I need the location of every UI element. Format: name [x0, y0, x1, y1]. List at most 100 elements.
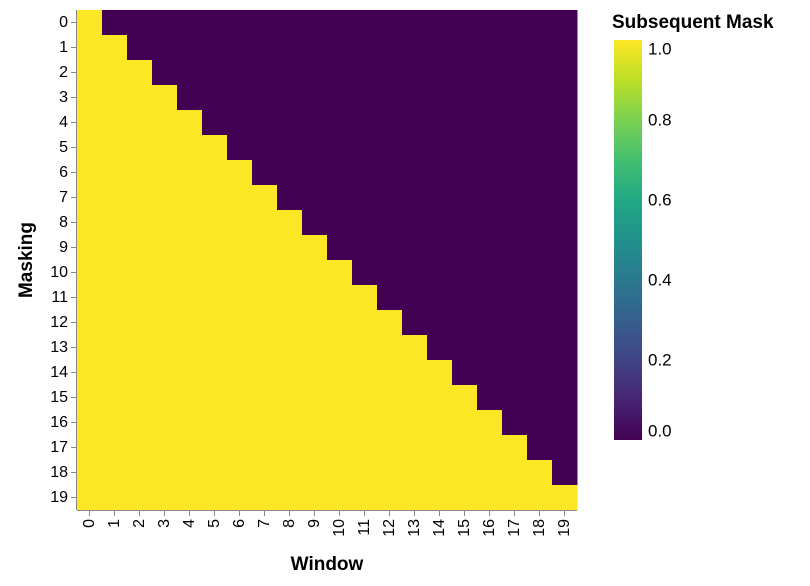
heatmap-cell	[452, 385, 478, 411]
heatmap-cell	[102, 210, 128, 236]
heatmap-cell	[77, 210, 103, 236]
heatmap-cell	[502, 210, 528, 236]
heatmap-cell	[227, 410, 253, 436]
x-tick-label: 10	[331, 519, 348, 537]
heatmap-cell	[77, 410, 103, 436]
heatmap-cell	[527, 335, 553, 361]
legend-gradient-bar	[614, 40, 642, 440]
heatmap-cell	[252, 160, 278, 186]
heatmap-cell	[527, 60, 553, 86]
heatmap-cell	[352, 235, 378, 261]
heatmap-cell	[77, 260, 103, 286]
heatmap-cell	[502, 135, 528, 161]
heatmap-cell	[302, 160, 328, 186]
heatmap-cell	[177, 135, 203, 161]
heatmap-cell	[402, 185, 428, 211]
heatmap-cell	[502, 260, 528, 286]
heatmap-cell	[252, 485, 278, 511]
heatmap-cell	[352, 335, 378, 361]
heatmap-cell	[502, 435, 528, 461]
heatmap-cell	[477, 460, 503, 486]
heatmap-cell	[377, 260, 403, 286]
heatmap-cell	[302, 110, 328, 136]
heatmap-cell	[552, 235, 578, 261]
heatmap-cell	[127, 110, 153, 136]
heatmap-cell	[302, 35, 328, 61]
heatmap-cell	[202, 260, 228, 286]
heatmap-cell	[477, 210, 503, 236]
heatmap-cell	[552, 485, 578, 511]
heatmap-cell	[452, 185, 478, 211]
heatmap-cell	[452, 360, 478, 386]
y-tick-label: 19	[50, 489, 68, 506]
heatmap-cell	[352, 285, 378, 311]
heatmap-cell	[102, 485, 128, 511]
y-tick-label: 6	[59, 164, 68, 181]
heatmap-cell	[152, 335, 178, 361]
heatmap-cell	[302, 260, 328, 286]
heatmap-cell	[327, 410, 353, 436]
heatmap-cell	[102, 460, 128, 486]
heatmap-cell	[252, 85, 278, 111]
heatmap-cell	[402, 260, 428, 286]
heatmap-cell	[177, 410, 203, 436]
heatmap-cell	[277, 135, 303, 161]
heatmap-cell	[327, 110, 353, 136]
y-tick-label: 18	[50, 464, 68, 481]
heatmap-cell	[552, 360, 578, 386]
heatmap-cell	[277, 110, 303, 136]
legend-tick-label: 0.2	[648, 351, 672, 370]
heatmap-cell	[527, 10, 553, 36]
legend-tick-label: 0.6	[648, 191, 672, 210]
heatmap-cell	[427, 485, 453, 511]
heatmap-cell	[452, 260, 478, 286]
x-tick-label: 12	[381, 519, 398, 537]
y-tick-label: 11	[51, 289, 68, 306]
heatmap-cell	[127, 160, 153, 186]
x-tick-label: 0	[81, 519, 98, 528]
heatmap-cell	[427, 235, 453, 261]
heatmap-cell	[127, 310, 153, 336]
heatmap-cell	[452, 35, 478, 61]
heatmap-cell	[552, 410, 578, 436]
y-tick-label: 8	[59, 214, 68, 231]
y-axis-title: Masking	[16, 222, 37, 298]
heatmap-cell	[352, 85, 378, 111]
heatmap-cell	[102, 235, 128, 261]
heatmap-cell	[502, 185, 528, 211]
heatmap-cell	[427, 110, 453, 136]
heatmap-cell	[402, 210, 428, 236]
heatmap-cell	[127, 410, 153, 436]
heatmap-cell	[377, 160, 403, 186]
heatmap-cell	[377, 135, 403, 161]
heatmap-cell	[127, 460, 153, 486]
heatmap-cell	[227, 160, 253, 186]
heatmap-cell	[152, 435, 178, 461]
heatmap-cell	[527, 260, 553, 286]
heatmap-cell	[527, 360, 553, 386]
heatmap-cell	[102, 385, 128, 411]
heatmap-cell	[77, 85, 103, 111]
heatmap-cell	[552, 385, 578, 411]
heatmap-cell	[427, 160, 453, 186]
heatmap-cell	[252, 210, 278, 236]
heatmap-cell	[177, 485, 203, 511]
heatmap-cell	[352, 310, 378, 336]
heatmap-cell	[252, 460, 278, 486]
heatmap-cell	[502, 235, 528, 261]
heatmap-cell	[302, 460, 328, 486]
heatmap-cell	[127, 385, 153, 411]
x-tick-label: 19	[556, 519, 573, 537]
heatmap-cell	[252, 235, 278, 261]
heatmap-cell	[477, 110, 503, 136]
heatmap-cell	[352, 110, 378, 136]
heatmap-cell	[527, 85, 553, 111]
heatmap-cell	[127, 60, 153, 86]
heatmap-cell	[502, 35, 528, 61]
y-tick-label: 9	[59, 239, 68, 256]
heatmap-cell	[427, 10, 453, 36]
heatmap-cell	[427, 410, 453, 436]
heatmap-cell	[277, 35, 303, 61]
heatmap-cell	[252, 110, 278, 136]
heatmap-cell	[152, 160, 178, 186]
